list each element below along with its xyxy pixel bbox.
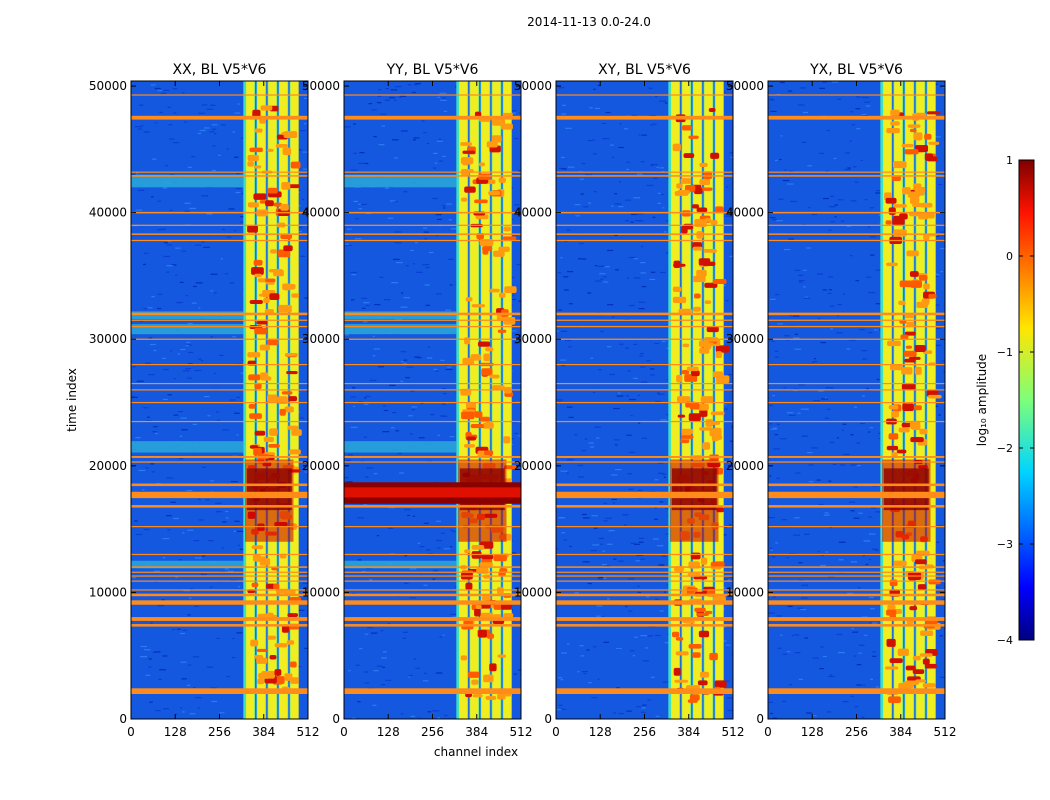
- x-tick-label: 256: [208, 725, 231, 739]
- heatmap-image: [131, 81, 308, 719]
- panel-title: YX, BL V5*V6: [809, 62, 903, 78]
- panel-4: YX, BL V5*V6 0 128 256 384 512 0 10000 20000 3000…: [726, 62, 957, 739]
- y-tick-label: 10000: [514, 585, 552, 599]
- x-tick-label: 384: [889, 725, 912, 739]
- colorbar-tick-label: −2: [997, 442, 1013, 455]
- panel-1: XX, BL V5*V6 0 128 256 384 512 0 10000 20000 3000…: [89, 62, 320, 739]
- panel-title: YY, BL V5*V6: [386, 62, 479, 78]
- x-tick-label: 512: [510, 725, 533, 739]
- y-tick-label: 30000: [514, 332, 552, 346]
- y-tick-label: 40000: [726, 206, 764, 220]
- y-tick-label: 0: [119, 712, 127, 726]
- y-tick-label: 40000: [514, 206, 552, 220]
- y-tick-label: 50000: [726, 79, 764, 93]
- y-tick-label: 40000: [302, 206, 340, 220]
- y-tick-label: 50000: [514, 79, 552, 93]
- x-tick-label: 0: [764, 725, 772, 739]
- y-tick-label: 0: [332, 712, 340, 726]
- colorbar: 1 0 −1 −2 −3 −4 log₁₀ amplitude: [975, 154, 1035, 647]
- y-tick-label: 0: [544, 712, 552, 726]
- figure-title: 2014-11-13 0.0-24.0: [527, 15, 651, 29]
- x-tick-label: 512: [722, 725, 745, 739]
- colorbar-tick-label: 1: [1006, 154, 1013, 167]
- panel-title: XY, BL V5*V6: [598, 62, 691, 78]
- y-axis-label: time index: [65, 368, 79, 432]
- x-tick-label: 256: [633, 725, 656, 739]
- y-tick-label: 0: [756, 712, 764, 726]
- y-tick-label: 50000: [89, 79, 127, 93]
- y-tick-label: 10000: [89, 585, 127, 599]
- y-tick-label: 30000: [726, 332, 764, 346]
- colorbar-tick-label: −4: [997, 634, 1013, 647]
- heatmap-image: [344, 81, 521, 719]
- y-tick-label: 10000: [726, 585, 764, 599]
- y-tick-label: 20000: [726, 459, 764, 473]
- heatmap-image: [556, 81, 733, 719]
- x-axis-label: channel index: [434, 745, 518, 759]
- x-tick-label: 128: [164, 725, 187, 739]
- y-tick-label: 30000: [89, 332, 127, 346]
- x-tick-label: 384: [252, 725, 275, 739]
- x-tick-label: 256: [845, 725, 868, 739]
- x-tick-label: 384: [465, 725, 488, 739]
- x-tick-label: 256: [421, 725, 444, 739]
- colorbar-tick-label: 0: [1006, 250, 1013, 263]
- y-tick-label: 20000: [514, 459, 552, 473]
- panels: XX, BL V5*V6 0 128 256 384 512 0 10000 20000 3000…: [89, 62, 957, 739]
- y-tick-label: 30000: [302, 332, 340, 346]
- x-tick-label: 128: [377, 725, 400, 739]
- y-tick-label: 20000: [302, 459, 340, 473]
- heatmap-image: [768, 81, 945, 719]
- x-tick-label: 0: [552, 725, 560, 739]
- y-tick-label: 50000: [302, 79, 340, 93]
- x-tick-label: 0: [340, 725, 348, 739]
- x-tick-label: 512: [934, 725, 957, 739]
- x-tick-label: 128: [801, 725, 824, 739]
- colorbar-tick-label: −1: [997, 346, 1013, 359]
- y-tick-label: 20000: [89, 459, 127, 473]
- x-tick-label: 0: [127, 725, 135, 739]
- x-tick-label: 128: [589, 725, 612, 739]
- panel-title: XX, BL V5*V6: [173, 62, 267, 78]
- colorbar-gradient: [1018, 159, 1035, 641]
- panel-2: YY, BL V5*V6 0 128 256 384 512 0 10000 20000 3000…: [302, 62, 533, 739]
- x-tick-label: 384: [677, 725, 700, 739]
- y-tick-label: 40000: [89, 206, 127, 220]
- x-tick-label: 512: [297, 725, 320, 739]
- panel-3: XY, BL V5*V6 0 128 256 384 512 0 10000 20000 3000…: [514, 62, 745, 739]
- colorbar-label: log₁₀ amplitude: [975, 354, 989, 446]
- y-tick-label: 10000: [302, 585, 340, 599]
- colorbar-tick-label: −3: [997, 538, 1013, 551]
